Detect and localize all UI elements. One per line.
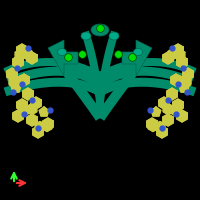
Polygon shape [33,126,43,138]
Polygon shape [159,97,169,109]
Polygon shape [19,74,29,86]
Polygon shape [11,83,21,92]
Ellipse shape [81,32,91,40]
Ellipse shape [58,48,66,55]
Polygon shape [98,58,197,80]
Polygon shape [96,59,144,121]
Polygon shape [39,107,49,116]
Polygon shape [31,97,41,109]
Polygon shape [27,104,37,114]
Polygon shape [56,59,104,121]
Polygon shape [7,68,17,80]
Polygon shape [148,120,158,132]
Polygon shape [9,76,19,88]
Polygon shape [27,52,37,64]
Polygon shape [147,118,157,130]
Polygon shape [179,83,189,92]
Polygon shape [13,110,23,122]
Ellipse shape [109,32,119,40]
Polygon shape [98,78,196,96]
Polygon shape [48,40,78,76]
Polygon shape [17,99,27,111]
Polygon shape [16,75,26,86]
Polygon shape [155,121,165,132]
Polygon shape [163,52,173,64]
Polygon shape [3,58,102,80]
Polygon shape [22,48,32,60]
Ellipse shape [134,48,142,55]
Polygon shape [168,48,178,60]
Polygon shape [167,88,177,100]
Polygon shape [81,31,106,118]
Polygon shape [4,78,102,96]
Polygon shape [94,31,119,118]
Polygon shape [170,104,180,116]
Polygon shape [97,67,194,88]
Polygon shape [163,114,173,126]
Polygon shape [35,121,45,132]
Ellipse shape [91,24,109,36]
Polygon shape [27,114,37,126]
Polygon shape [177,56,187,68]
Polygon shape [175,49,185,60]
Polygon shape [173,44,183,56]
Polygon shape [171,74,181,86]
Polygon shape [13,56,23,68]
Polygon shape [122,40,152,76]
Polygon shape [173,99,183,111]
Polygon shape [177,110,187,122]
Polygon shape [181,76,191,88]
Polygon shape [42,120,52,132]
Polygon shape [163,104,173,114]
Polygon shape [6,67,103,88]
Polygon shape [151,107,161,116]
Polygon shape [157,126,167,138]
Polygon shape [15,49,25,60]
Polygon shape [43,118,53,130]
Polygon shape [174,75,184,86]
Polygon shape [183,68,193,80]
Polygon shape [17,44,27,56]
Polygon shape [23,88,33,100]
Polygon shape [20,104,30,116]
